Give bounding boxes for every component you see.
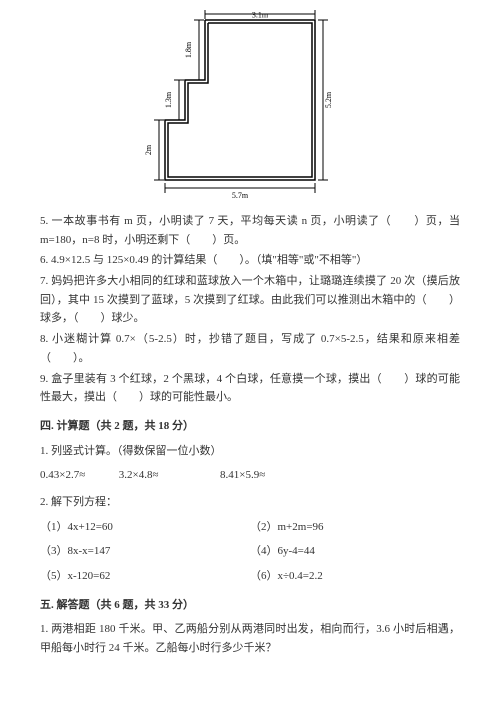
- section-4-title: 四. 计算题（共 2 题，共 18 分）: [40, 417, 460, 436]
- calc-item-3: 8.41×5.9≈: [220, 469, 265, 481]
- eq-1: （1）4x+12=60: [40, 518, 250, 537]
- question-9: 9. 盒子里装有 3 个红球，2 个黑球，4 个白球，任意摸一个球，摸出（ ）球…: [40, 370, 460, 407]
- eq-4: （4）6y-4=44: [250, 542, 460, 561]
- calc-prompt-1: 1. 列竖式计算。（得数保留一位小数）: [40, 442, 460, 461]
- svg-text:2m: 2m: [145, 144, 153, 155]
- eq-6: （6）x÷0.4=2.2: [250, 567, 460, 586]
- section-5-title: 五. 解答题（共 6 题，共 33 分）: [40, 596, 460, 615]
- question-7: 7. 妈妈把许多大小相同的红球和蓝球放入一个木箱中，让璐璐连续摸了 20 次（摸…: [40, 272, 460, 328]
- svg-text:1.3m: 1.3m: [164, 91, 173, 108]
- calc-items-row: 0.43×2.7≈ 3.2×4.8≈ 8.41×5.9≈: [40, 466, 460, 485]
- stair-figure: 3.1m 5.7m 5.2m 1.8m 1.3m 2m: [40, 10, 460, 200]
- calc-prompt-2: 2. 解下列方程：: [40, 493, 460, 512]
- eq-3: （3）8x-x=147: [40, 542, 250, 561]
- question-6: 6. 4.9×12.5 与 125×0.49 的计算结果（ ）。（填"相等"或"…: [40, 251, 460, 270]
- eq-row-2: （3）8x-x=147 （4）6y-4=44: [40, 542, 460, 561]
- question-8: 8. 小迷糊计算 0.7×（5-2.5）时，抄错了题目，写成了 0.7×5-2.…: [40, 330, 460, 367]
- calc-item-2: 3.2×4.8≈: [119, 469, 159, 481]
- question-5: 5. 一本故事书有 m 页，小明读了 7 天，平均每天读 n 页，小明读了（ ）…: [40, 212, 460, 249]
- eq-row-1: （1）4x+12=60 （2）m+2m=96: [40, 518, 460, 537]
- calc-item-1: 0.43×2.7≈: [40, 469, 85, 481]
- svg-text:1.8m: 1.8m: [184, 41, 193, 58]
- word-problem-1: 1. 两港相距 180 千米。甲、乙两船分别从两港同时出发，相向而行，3.6 小…: [40, 620, 460, 657]
- stair-shape-svg: 3.1m 5.7m 5.2m 1.8m 1.3m 2m: [145, 10, 355, 200]
- svg-text:3.1m: 3.1m: [252, 11, 269, 20]
- svg-text:5.2m: 5.2m: [324, 91, 333, 108]
- eq-2: （2）m+2m=96: [250, 518, 460, 537]
- eq-5: （5）x-120=62: [40, 567, 250, 586]
- eq-row-3: （5）x-120=62 （6）x÷0.4=2.2: [40, 567, 460, 586]
- svg-text:5.7m: 5.7m: [232, 191, 249, 200]
